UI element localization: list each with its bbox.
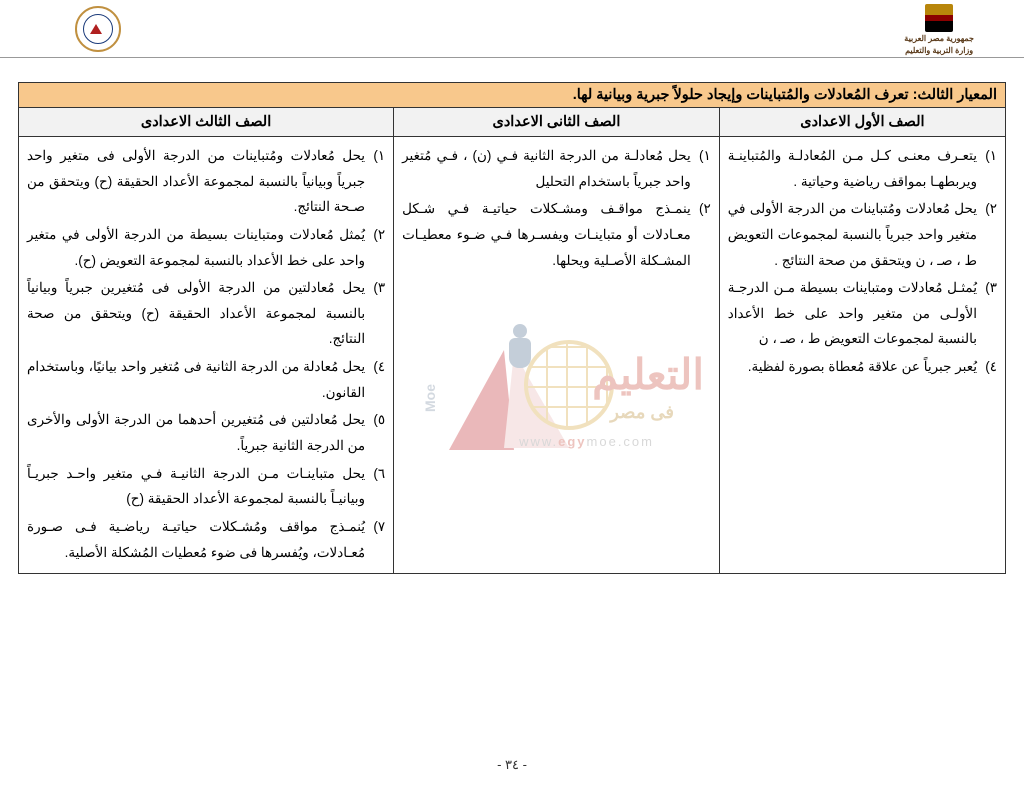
cell-grade-2: ١) يحل مُعادلـة من الدرجة الثانية فـي (ﻥ)… (394, 137, 720, 574)
item-ordinal: ٧) (373, 514, 385, 540)
list-item: ٤) يحل مُعادلة من الدرجة الثانية فى مُتغي… (27, 354, 385, 405)
col-header-3: الصف الثالث الاعدادى (19, 108, 394, 137)
item-text: يحل مُعادلات ومُتباينات من الدرجة الأولى… (728, 201, 977, 267)
item-text: يتعـرف معنـى كـل مـن المُعادلـة والمُتبا… (728, 148, 977, 189)
item-ordinal: ٢) (699, 196, 711, 222)
gov-text-1: جمهورية مصر العربية (904, 34, 974, 44)
list-item: ٣) يحل مُعادلتين من الدرجة الأولى فى مُتغ… (27, 275, 385, 352)
list-item: ٧) يُنمـذج مواقف ومُشـكلات حياتيـة رياضـي… (27, 514, 385, 565)
item-ordinal: ٤) (985, 354, 997, 380)
item-ordinal: ٦) (373, 461, 385, 487)
item-text: يحل متباينـات مـن الدرجة الثانيـة فـي مت… (27, 466, 365, 507)
list-item: ١) يتعـرف معنـى كـل مـن المُعادلـة والمُت… (728, 143, 997, 194)
criteria-title: المعيار الثالث: تعرف المُعادلات والمُتبا… (18, 82, 1006, 108)
item-text: يحل مُعادلـة من الدرجة الثانية فـي (ﻥ) ،… (402, 148, 691, 189)
item-ordinal: ٢) (373, 222, 385, 248)
item-ordinal: ٢) (985, 196, 997, 222)
item-ordinal: ٣) (373, 275, 385, 301)
item-ordinal: ٤) (373, 354, 385, 380)
item-text: يحل مُعادلتين فى مُتغيرين أحدهما من الدر… (27, 412, 365, 453)
content-area: المعيار الثالث: تعرف المُعادلات والمُتبا… (0, 58, 1024, 574)
item-text: يحل مُعادلة من الدرجة الثانية فى مُتغير … (27, 359, 365, 400)
list-item: ٢) يُمثل مُعادلات ومتباينات بسيطة من الدر… (27, 222, 385, 273)
item-text: يُمثل مُعادلات ومتباينات بسيطة من الدرجة… (27, 227, 365, 268)
page-header: جمهورية مصر العربية وزارة التربية والتعل… (0, 0, 1024, 58)
gov-text-2: وزارة التربية والتعليم (904, 46, 974, 56)
page-number: - ٣٤ - (0, 757, 1024, 773)
org-logo (75, 6, 121, 52)
item-ordinal: ٥) (373, 407, 385, 433)
list-item: ١) يحل مُعادلات ومُتباينات من الدرجة الأو… (27, 143, 385, 220)
item-text: ينمـذج مواقـف ومشـكلات حياتيـة فـي شـكل … (402, 201, 691, 267)
item-ordinal: ١) (373, 143, 385, 169)
item-text: يحل مُعادلات ومُتباينات من الدرجة الأولى… (27, 148, 365, 214)
eagle-icon (925, 4, 953, 32)
item-text: يُعبر جبرياً عن علاقة مُعطاة بصورة لفظية… (748, 359, 977, 374)
list-item: ٥) يحل مُعادلتين فى مُتغيرين أحدهما من ال… (27, 407, 385, 458)
org-logo-inner (83, 14, 113, 44)
item-text: يُمثـل مُعادلات ومتباينات بسيطة مـن الدر… (728, 280, 977, 346)
cell-grade-3: ١) يحل مُعادلات ومُتباينات من الدرجة الأو… (19, 137, 394, 574)
item-ordinal: ١) (985, 143, 997, 169)
item-ordinal: ٣) (985, 275, 997, 301)
list-item: ٣) يُمثـل مُعادلات ومتباينات بسيطة مـن ال… (728, 275, 997, 352)
cell-grade-1: ١) يتعـرف معنـى كـل مـن المُعادلـة والمُت… (719, 137, 1005, 574)
item-text: يُنمـذج مواقف ومُشـكلات حياتيـة رياضـية … (27, 519, 365, 560)
item-text: يحل مُعادلتين من الدرجة الأولى فى مُتغير… (27, 280, 365, 346)
list-item: ٤) يُعبر جبرياً عن علاقة مُعطاة بصورة لفظ… (728, 354, 997, 380)
col-header-2: الصف الثانى الاعدادى (394, 108, 720, 137)
col-header-1: الصف الأول الاعدادى (719, 108, 1005, 137)
list-item: ٢) ينمـذج مواقـف ومشـكلات حياتيـة فـي شـك… (402, 196, 711, 273)
list-item: ١) يحل مُعادلـة من الدرجة الثانية فـي (ﻥ)… (402, 143, 711, 194)
list-item: ٢) يحل مُعادلات ومُتباينات من الدرجة الأو… (728, 196, 997, 273)
standards-table: الصف الأول الاعدادى الصف الثانى الاعدادى… (18, 107, 1006, 574)
list-item: ٦) يحل متباينـات مـن الدرجة الثانيـة فـي … (27, 461, 385, 512)
gov-logo: جمهورية مصر العربية وزارة التربية والتعل… (904, 4, 974, 55)
item-ordinal: ١) (699, 143, 711, 169)
